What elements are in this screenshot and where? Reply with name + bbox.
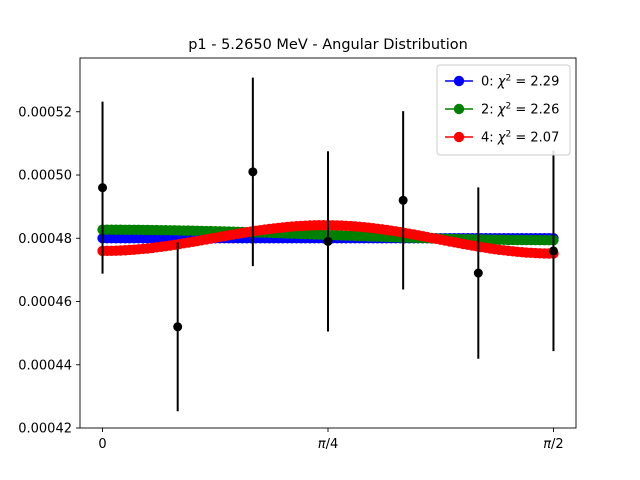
legend-entry-0: 0: χ2 = 2.29 [445,74,559,90]
chart-title: p1 - 5.2650 MeV - Angular Distribution [188,37,468,53]
x-tick-label: π/4 [318,437,338,452]
legend: 0: χ2 = 2.29 2: χ2 = 2.26 4: χ2 = 2.07 [436,64,571,156]
plot-area [97,77,559,412]
legend-label: 0: χ2 = 2.29 [481,74,559,90]
legend-label: 2: χ2 = 2.26 [481,102,559,118]
data-point [323,236,333,246]
data-point [98,183,108,193]
legend-box [436,64,571,156]
axes: 0.00042 0.00044 0.00046 0.00048 0.00050 0.000… [18,57,577,452]
legend-entry-1: 2: χ2 = 2.26 [445,102,559,118]
x-tick-label: 0 [98,437,106,452]
y-tick-label: 0.00050 [18,169,72,184]
data-point [173,322,183,332]
y-tick-label: 0.00046 [18,295,72,310]
data-point [398,195,408,205]
data-point [248,167,258,177]
measured-data [98,77,558,412]
y-tick-label: 0.00052 [18,105,72,120]
x-tick-label: π/2 [543,437,563,452]
y-tick-label: 0.00048 [18,232,72,247]
data-point [548,246,558,256]
legend-marker [453,75,465,87]
legend-label: 4: χ2 = 2.07 [481,130,559,146]
data-point [473,268,483,278]
plot-content [97,77,559,412]
legend-entry-2: 4: χ2 = 2.07 [445,130,559,146]
y-tick-label: 0.00042 [18,422,72,437]
y-tick-label: 0.00044 [18,358,72,373]
legend-marker [453,131,465,143]
legend-marker [453,103,465,115]
